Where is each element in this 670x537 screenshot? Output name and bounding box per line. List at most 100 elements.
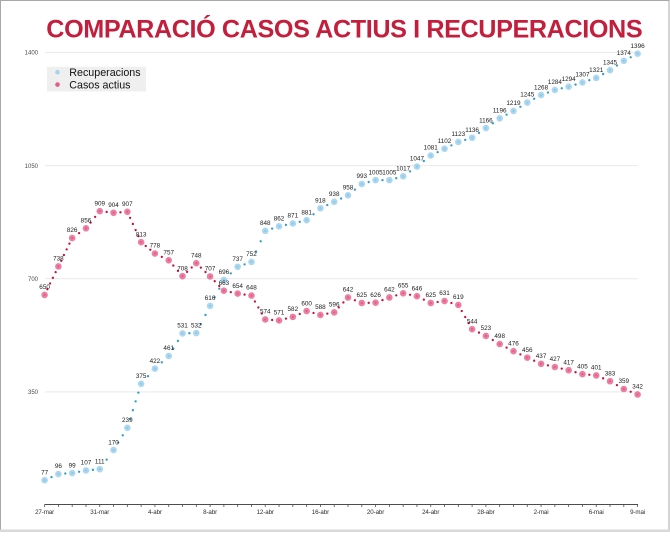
svg-text:778: 778	[150, 243, 161, 250]
svg-text:848: 848	[260, 220, 271, 227]
svg-text:401: 401	[591, 365, 602, 372]
svg-text:631: 631	[439, 290, 450, 297]
svg-text:239: 239	[122, 417, 133, 424]
svg-text:752: 752	[246, 251, 257, 258]
svg-text:9-mai: 9-mai	[630, 509, 645, 516]
svg-text:856: 856	[81, 217, 92, 224]
svg-text:600: 600	[301, 300, 312, 307]
svg-text:COMPARACIÓ CASOS ACTIUS I RECU: COMPARACIÓ CASOS ACTIUS I RECUPERACIONS	[46, 13, 642, 43]
svg-text:422: 422	[150, 358, 161, 365]
svg-text:12-abr: 12-abr	[257, 509, 274, 516]
svg-text:498: 498	[494, 333, 505, 340]
svg-text:1307: 1307	[575, 72, 590, 79]
svg-text:909: 909	[94, 200, 105, 207]
svg-text:1245: 1245	[520, 92, 535, 99]
svg-text:881: 881	[301, 209, 312, 216]
svg-text:1321: 1321	[589, 67, 604, 74]
svg-text:523: 523	[481, 325, 492, 332]
svg-text:708: 708	[177, 265, 188, 272]
svg-text:544: 544	[467, 318, 478, 325]
svg-text:907: 907	[122, 201, 133, 208]
svg-text:96: 96	[55, 463, 63, 470]
svg-text:Casos actius: Casos actius	[69, 80, 130, 92]
svg-text:1268: 1268	[534, 84, 549, 91]
svg-text:738: 738	[53, 256, 64, 263]
svg-text:111: 111	[95, 458, 105, 465]
svg-text:99: 99	[69, 462, 77, 469]
svg-text:646: 646	[412, 285, 423, 292]
svg-text:107: 107	[81, 460, 92, 467]
svg-text:1047: 1047	[410, 156, 425, 163]
svg-text:1396: 1396	[631, 43, 646, 50]
svg-text:826: 826	[67, 227, 78, 234]
svg-text:938: 938	[329, 191, 340, 198]
svg-text:596: 596	[329, 302, 340, 309]
svg-text:1050: 1050	[25, 164, 39, 170]
svg-text:405: 405	[577, 363, 588, 370]
svg-text:1017: 1017	[396, 165, 411, 172]
svg-text:1219: 1219	[506, 100, 521, 107]
svg-text:737: 737	[232, 256, 243, 263]
svg-text:2-mai: 2-mai	[534, 509, 549, 516]
svg-text:1102: 1102	[438, 138, 452, 145]
svg-text:1166: 1166	[479, 117, 493, 124]
svg-text:20-abr: 20-abr	[367, 509, 384, 516]
svg-text:476: 476	[508, 340, 519, 347]
svg-text:427: 427	[550, 356, 561, 363]
svg-text:648: 648	[246, 285, 257, 292]
svg-text:1294: 1294	[562, 76, 577, 83]
svg-text:4-abr: 4-abr	[148, 509, 162, 516]
svg-text:757: 757	[163, 250, 174, 257]
svg-text:375: 375	[136, 373, 147, 380]
svg-text:871: 871	[288, 213, 299, 220]
svg-text:642: 642	[384, 287, 395, 294]
svg-text:700: 700	[28, 277, 39, 283]
svg-text:862: 862	[274, 216, 285, 223]
svg-text:31-mar: 31-mar	[90, 509, 109, 516]
svg-text:461: 461	[163, 345, 174, 352]
svg-text:588: 588	[315, 304, 326, 311]
svg-text:707: 707	[205, 266, 216, 273]
svg-text:532: 532	[191, 322, 202, 329]
svg-text:531: 531	[177, 323, 188, 330]
svg-text:1400: 1400	[25, 51, 39, 57]
svg-text:1196: 1196	[493, 108, 507, 115]
svg-text:958: 958	[343, 185, 354, 192]
svg-text:383: 383	[605, 370, 616, 377]
svg-text:626: 626	[370, 292, 381, 299]
svg-text:6-mai: 6-mai	[589, 509, 604, 516]
svg-text:1123: 1123	[451, 131, 465, 138]
svg-text:1345: 1345	[603, 59, 618, 66]
svg-text:642: 642	[343, 287, 354, 294]
svg-text:654: 654	[232, 283, 243, 290]
svg-text:28-abr: 28-abr	[477, 509, 494, 516]
svg-text:663: 663	[219, 280, 230, 287]
svg-text:696: 696	[219, 269, 230, 276]
svg-text:582: 582	[288, 306, 299, 313]
svg-text:918: 918	[315, 197, 326, 204]
svg-text:574: 574	[260, 309, 271, 316]
svg-text:350: 350	[28, 390, 39, 396]
svg-text:359: 359	[619, 378, 630, 385]
svg-text:904: 904	[108, 202, 119, 209]
svg-text:77: 77	[41, 469, 49, 476]
svg-text:619: 619	[453, 294, 464, 301]
svg-text:1136: 1136	[465, 127, 479, 134]
svg-text:16-abr: 16-abr	[312, 509, 329, 516]
svg-text:571: 571	[274, 310, 285, 317]
svg-text:813: 813	[136, 231, 147, 238]
svg-text:1081: 1081	[424, 145, 439, 152]
svg-text:616: 616	[205, 295, 216, 302]
svg-text:1005: 1005	[382, 169, 397, 176]
svg-text:170: 170	[108, 439, 119, 446]
svg-text:1005: 1005	[369, 169, 384, 176]
svg-text:1374: 1374	[617, 50, 632, 57]
svg-text:342: 342	[632, 384, 643, 391]
svg-text:625: 625	[356, 292, 367, 299]
svg-text:456: 456	[522, 347, 533, 354]
svg-text:655: 655	[398, 282, 409, 289]
svg-text:27-mar: 27-mar	[35, 509, 54, 516]
svg-text:417: 417	[563, 359, 574, 366]
svg-text:650: 650	[39, 284, 50, 291]
svg-text:748: 748	[191, 252, 202, 259]
